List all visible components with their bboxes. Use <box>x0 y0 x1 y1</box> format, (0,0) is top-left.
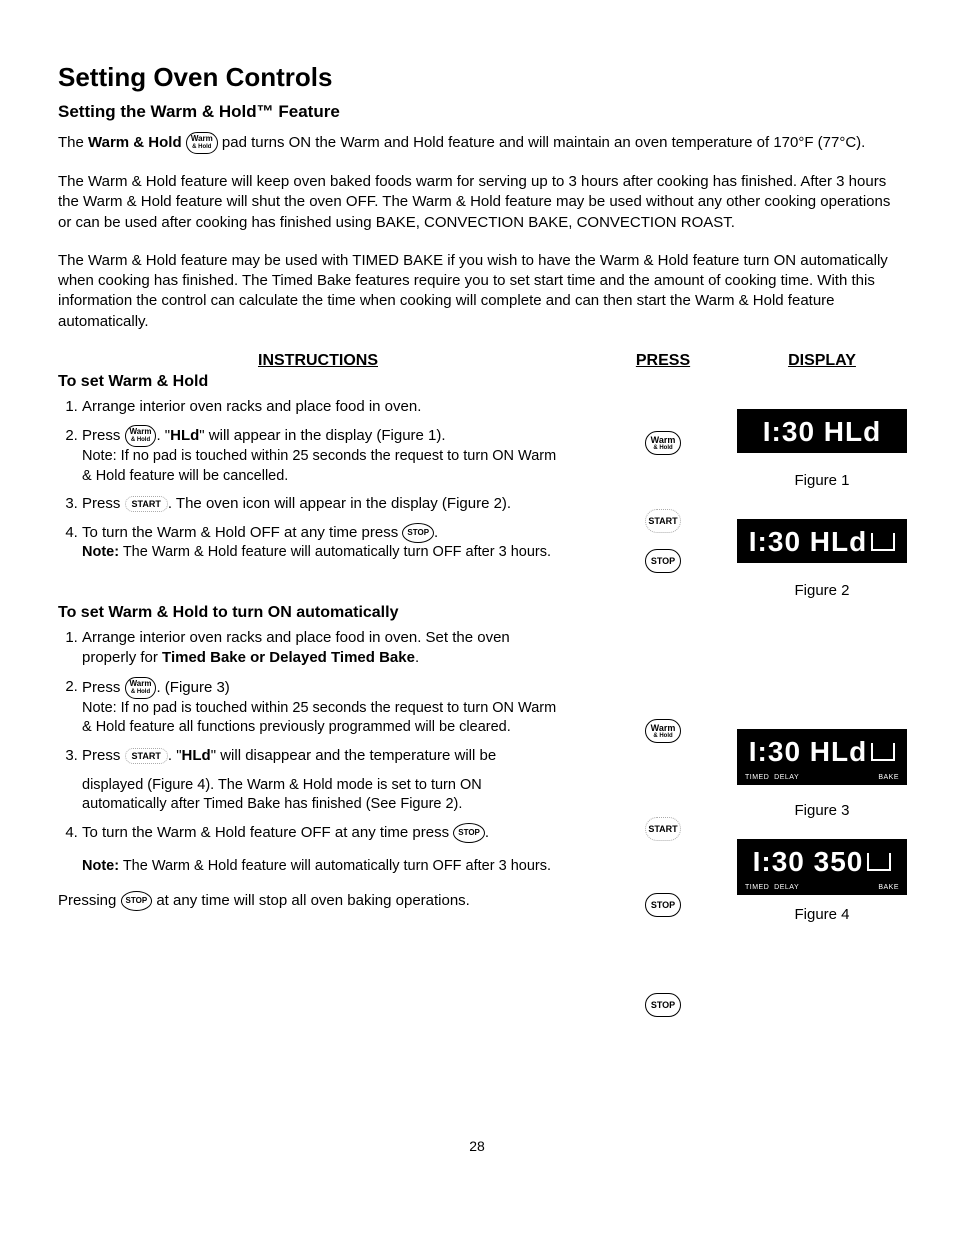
oven-display-figure-1: I:30 HLd <box>737 409 907 453</box>
list-item: To turn the Warm & Hold OFF at any time … <box>82 523 558 563</box>
figure-caption: Figure 3 <box>737 801 907 821</box>
start-pad-icon: START <box>125 748 168 764</box>
page-title: Setting Oven Controls <box>58 60 896 95</box>
oven-display-figure-2: I:30 HLd <box>737 519 907 563</box>
list-item: Press START. The oven icon will appear i… <box>82 494 558 514</box>
note-text: Note: If no pad is touched within 25 sec… <box>82 447 558 486</box>
warm-hold-pad-icon: Warm& Hold <box>186 132 218 154</box>
figure-caption: Figure 1 <box>737 471 907 491</box>
section1-list: Arrange interior oven racks and place fo… <box>58 397 558 562</box>
stop-pad-icon: STOP <box>121 891 153 911</box>
start-pad-icon: START <box>645 509 681 533</box>
figure-caption: Figure 4 <box>737 905 907 925</box>
note-text: Note: The Warm & Hold feature will autom… <box>82 857 558 877</box>
list-item: To turn the Warm & Hold feature OFF at a… <box>82 823 558 877</box>
oven-icon <box>871 533 895 551</box>
oven-display-figure-3: I:30 HLd TIMED DELAYBAKE <box>737 729 907 784</box>
main-columns: To set Warm & Hold Arrange interior oven… <box>58 371 896 917</box>
stop-pad-icon: STOP <box>645 893 681 917</box>
section-subtitle: Setting the Warm & Hold™ Feature <box>58 101 896 124</box>
oven-icon <box>867 853 891 871</box>
start-pad-icon: START <box>645 817 681 841</box>
intro-paragraph-3: The Warm & Hold feature may be used with… <box>58 251 896 332</box>
section1-heading: To set Warm & Hold <box>58 371 558 393</box>
list-item: Arrange interior oven racks and place fo… <box>82 628 558 669</box>
oven-display-figure-4: I:30 350 TIMED DELAYBAKE <box>737 839 907 894</box>
stop-pad-icon: STOP <box>645 993 681 1017</box>
warm-hold-pad-icon: Warm& Hold <box>125 677 157 699</box>
figure-caption: Figure 2 <box>737 581 907 601</box>
note-text: displayed (Figure 4). The Warm & Hold mo… <box>82 776 558 815</box>
note-text: Note: If no pad is touched within 25 sec… <box>82 699 558 738</box>
col-display: DISPLAY <box>748 350 896 372</box>
list-item: Arrange interior oven racks and place fo… <box>82 397 558 417</box>
warm-hold-pad-icon: Warm& Hold <box>645 431 681 455</box>
intro-paragraph-2: The Warm & Hold feature will keep oven b… <box>58 172 896 233</box>
section2-heading: To set Warm & Hold to turn ON automatica… <box>58 602 558 624</box>
list-item: Press START. "HLd" will disappear and th… <box>82 746 558 815</box>
warm-hold-pad-icon: Warm& Hold <box>645 719 681 743</box>
note-text: Note: The Warm & Hold feature will autom… <box>82 543 558 563</box>
col-instructions: INSTRUCTIONS <box>58 350 578 372</box>
closing-note: Pressing STOP at any time will stop all … <box>58 891 558 911</box>
page-number: 28 <box>58 1137 896 1156</box>
section2-list: Arrange interior oven racks and place fo… <box>58 628 558 877</box>
column-headers: INSTRUCTIONS PRESS DISPLAY <box>58 350 896 372</box>
warm-hold-pad-icon: Warm& Hold <box>125 425 157 447</box>
stop-pad-icon: STOP <box>402 523 434 543</box>
start-pad-icon: START <box>125 496 168 512</box>
list-item: Press Warm& Hold. (Figure 3) Note: If no… <box>82 677 558 738</box>
stop-pad-icon: STOP <box>453 823 485 843</box>
intro-paragraph-1: The Warm & Hold Warm& Hold pad turns ON … <box>58 132 896 154</box>
press-column: Warm& Hold START STOP Warm& Hold START S… <box>578 371 748 917</box>
instructions-column: To set Warm & Hold Arrange interior oven… <box>58 371 578 917</box>
oven-icon <box>871 743 895 761</box>
display-column: I:30 HLd Figure 1 I:30 HLd Figure 2 I:30… <box>748 371 896 917</box>
col-press: PRESS <box>578 350 748 372</box>
list-item: Press Warm& Hold. "HLd" will appear in t… <box>82 425 558 486</box>
stop-pad-icon: STOP <box>645 549 681 573</box>
